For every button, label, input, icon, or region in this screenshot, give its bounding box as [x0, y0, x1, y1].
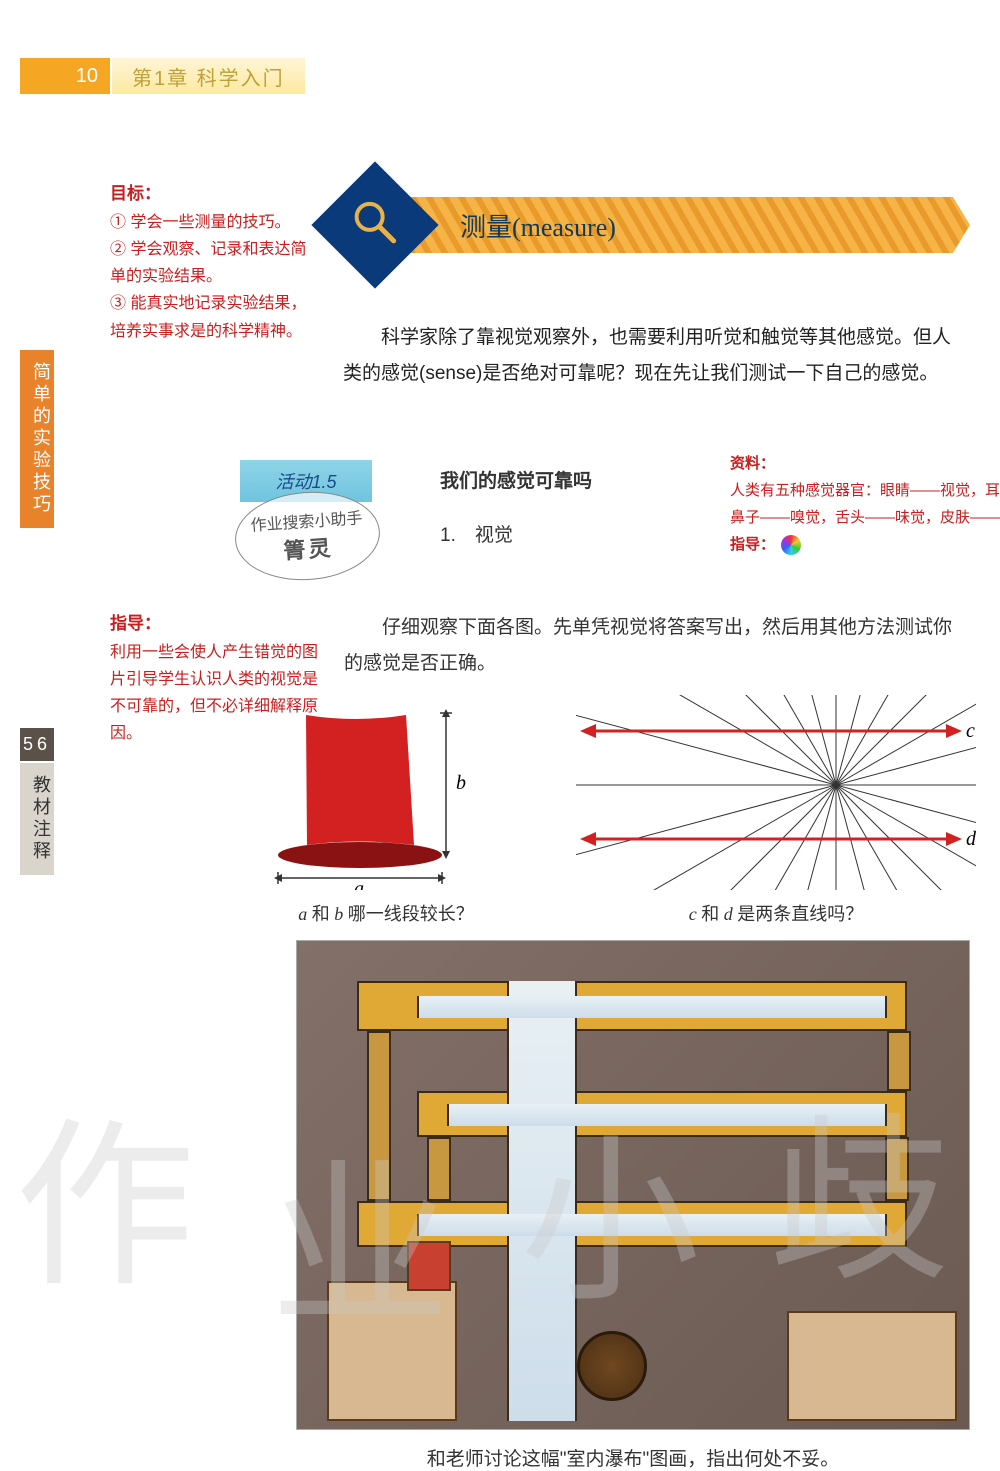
- hat-illusion-svg: b a: [246, 695, 526, 890]
- tab-annotations: 教材注释: [20, 763, 54, 875]
- activity-block: 活动1.5 作业搜索小助手 箐灵 我们的感觉可靠吗 1. 视觉 资料： 人类有五…: [240, 460, 970, 502]
- label-a: a: [354, 878, 364, 890]
- page-header: 10 第1章 科学入门: [0, 0, 1000, 94]
- banner-diamond-icon: [311, 161, 438, 288]
- info-guide-label: 指导：: [730, 531, 775, 558]
- info-guide-row: 指导：: [730, 531, 1000, 558]
- goals-heading: 目标：: [110, 180, 320, 209]
- activity-subtitle: 1. 视觉: [440, 520, 513, 547]
- info-body: 人类有五种感觉器官：眼睛——视觉，耳朵——听觉，鼻子——嗅觉，舌头——味觉，皮肤…: [730, 477, 1000, 531]
- section-banner: 测量(measure): [330, 180, 970, 270]
- page-number: 10: [20, 58, 110, 94]
- hat-brim: [278, 842, 442, 868]
- goals-block: 目标： ① 学会一些测量的技巧。 ② 学会观察、记录和表达简单的实验结果。 ③ …: [110, 180, 320, 345]
- goal-item: ② 学会观察、记录和表达简单的实验结果。: [110, 236, 320, 290]
- magnifier-icon: [350, 197, 400, 254]
- lines-illusion-svg: cd: [576, 695, 976, 890]
- observe-instruction: 仔细观察下面各图。先单凭视觉将答案写出，然后用其他方法测试你的感觉是否正确。: [344, 610, 964, 682]
- goal-item: ① 学会一些测量的技巧。: [110, 209, 320, 236]
- label-b: b: [456, 772, 466, 794]
- goal-item: ③ 能真实地记录实验结果，培养实事求是的科学精神。: [110, 290, 320, 344]
- banner-title: 测量(measure): [400, 197, 970, 253]
- waterfall-figure: 和老师讨论这幅"室内瀑布"图画，指出何处不妥。: [296, 940, 970, 1471]
- lines-illusion: cd c 和 d 是两条直线吗？: [576, 695, 976, 926]
- hat-body: [306, 715, 414, 845]
- color-wheel-icon: [781, 535, 801, 555]
- hat-caption: a 和 b 哪一线段较长？: [298, 900, 474, 926]
- svg-text:c: c: [966, 720, 975, 742]
- hat-illusion: b a a 和 b 哪一线段较长？: [246, 695, 526, 926]
- tab-experiment-tips: 简单的实验技巧: [20, 350, 54, 528]
- waterfall-caption: 和老师讨论这幅"室内瀑布"图画，指出何处不妥。: [296, 1444, 970, 1471]
- lines-caption: c 和 d 是两条直线吗？: [689, 900, 864, 926]
- chapter-title: 第1章 科学入门: [112, 58, 305, 94]
- info-heading: 资料：: [730, 450, 1000, 477]
- info-box: 资料： 人类有五种感觉器官：眼睛——视觉，耳朵——听觉，鼻子——嗅觉，舌头——味…: [730, 450, 1000, 558]
- activity-title: 我们的感觉可靠吗: [440, 466, 592, 493]
- svg-text:d: d: [966, 828, 976, 850]
- main-content: 目标： ① 学会一些测量的技巧。 ② 学会观察、记录和表达简单的实验结果。 ③ …: [110, 180, 970, 345]
- waterfall-image: [296, 940, 970, 1430]
- guide-heading: 指导：: [110, 610, 325, 639]
- stamp-line2: 箐灵: [282, 530, 334, 565]
- intro-paragraph: 科学家除了靠视觉观察外，也需要利用听觉和触觉等其他感觉。但人类的感觉(sense…: [343, 320, 963, 392]
- side-tabs: 简单的实验技巧 56 教材注释: [20, 350, 54, 875]
- tab-page-56: 56: [20, 728, 54, 761]
- illusion-row: b a a 和 b 哪一线段较长？ cd c 和 d 是两条直线吗？: [246, 695, 970, 926]
- watermark-char: 作: [15, 1060, 195, 1321]
